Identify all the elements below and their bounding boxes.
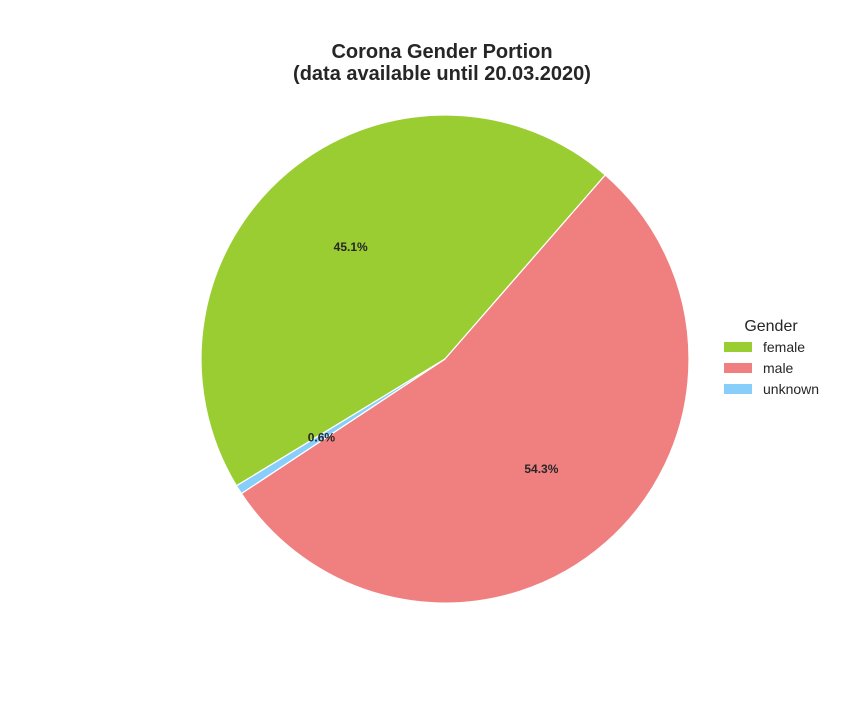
legend-swatch-male [724,363,752,373]
pie-slice-male [240,174,690,604]
legend-label-male: male [763,360,794,376]
legend-swatch-female [724,342,752,352]
chart-title: Corona Gender Portion (data available un… [293,41,591,85]
pie-slice-unknown [235,358,446,495]
pie-slice-female [200,114,607,487]
pie-labels: 45.1% 54.3% 0.6% [308,240,559,476]
legend-title: Gender [744,318,798,335]
pie-label-male: 54.3% [524,462,558,476]
legend-swatch-unknown [724,384,752,394]
chart-title-line-1: Corona Gender Portion [331,41,552,63]
pie-slices [200,114,690,604]
legend-label-unknown: unknown [763,381,819,397]
legend: Gender female male unknown [724,318,819,397]
chart-title-line-2: (data available until 20.03.2020) [293,63,591,85]
pie-label-unknown: 0.6% [308,430,336,444]
pie-label-female: 45.1% [334,240,368,254]
legend-label-female: female [763,339,805,355]
